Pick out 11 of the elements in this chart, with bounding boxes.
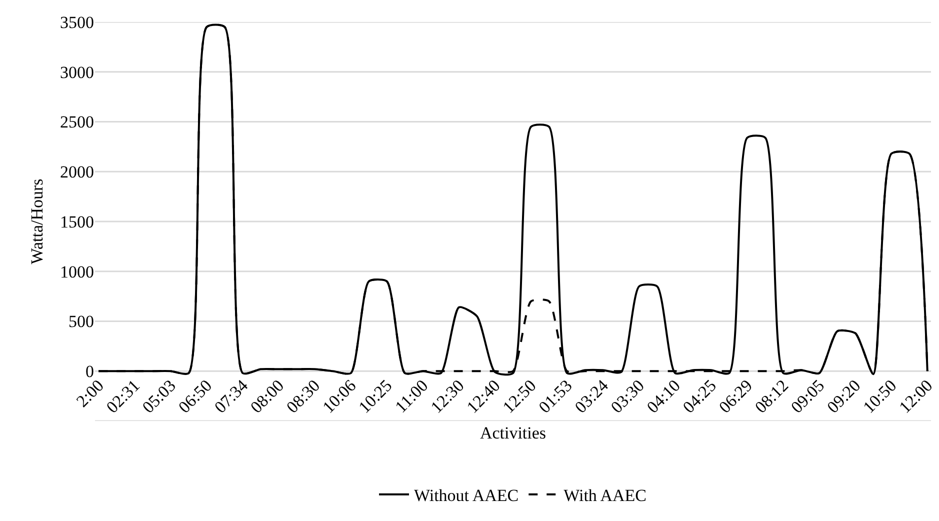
y-tick-label: 2000 bbox=[60, 162, 94, 182]
y-tick-label: 3000 bbox=[60, 62, 94, 82]
x-axis-title: Activities bbox=[480, 423, 546, 442]
y-tick-label: 1000 bbox=[60, 262, 94, 282]
y-tick-label: 3500 bbox=[60, 12, 94, 32]
y-tick-label: 1500 bbox=[60, 212, 94, 232]
legend-label: Without AAEC bbox=[414, 486, 519, 506]
y-tick-label: 500 bbox=[68, 312, 94, 332]
y-axis-title: Watta/Hours bbox=[28, 178, 47, 264]
y-tick-label: 2500 bbox=[60, 112, 94, 132]
legend-label: With AAEC bbox=[564, 486, 647, 506]
